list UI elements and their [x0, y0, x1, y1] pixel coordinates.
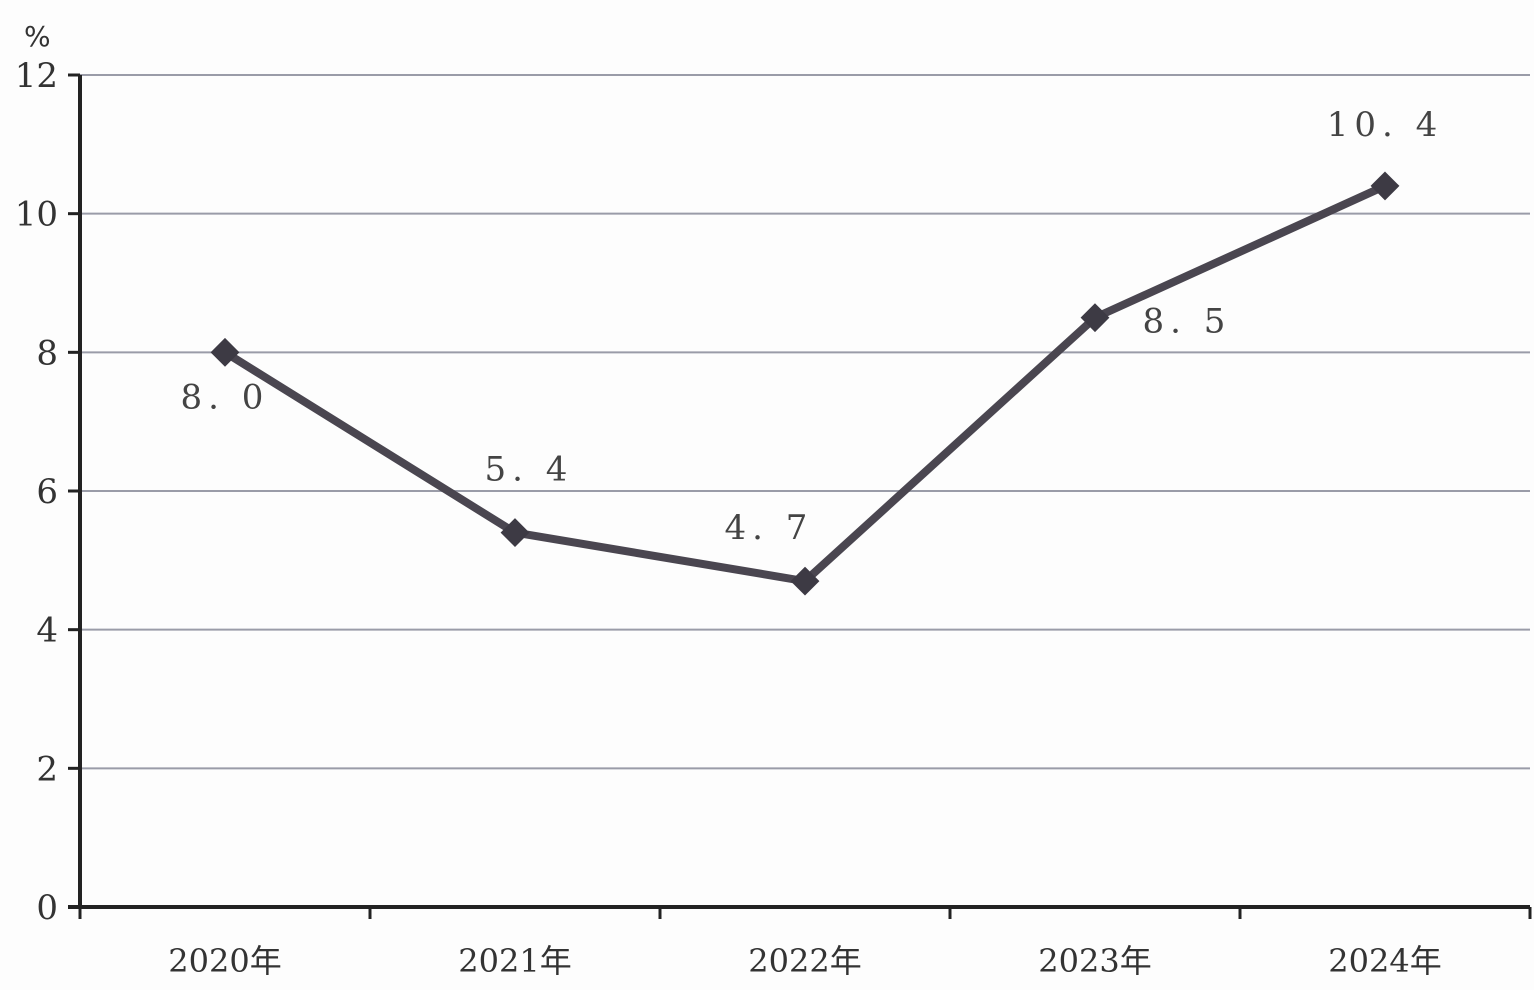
- x-tick-label: 2024年: [1328, 942, 1441, 980]
- y-tick-label: 0: [36, 888, 58, 928]
- y-tick-label: 8: [36, 333, 58, 373]
- data-point-marker: [1370, 171, 1400, 201]
- data-series: [210, 171, 1400, 596]
- y-tick-label: 6: [36, 472, 58, 512]
- y-tick-label: 2: [36, 749, 58, 789]
- x-tick-label: 2021年: [458, 942, 571, 980]
- data-label: 8. 5: [1143, 302, 1232, 342]
- data-label: 10. 4: [1327, 105, 1444, 145]
- data-point-marker: [210, 337, 240, 367]
- y-axis-unit-label: %: [24, 20, 51, 53]
- data-label: 8. 0: [181, 377, 270, 417]
- x-tick-label: 2022年: [748, 942, 861, 980]
- axes: % 0 2 4 6 8 10 12 2020年 2021年 2022年 2023年 2024年: [15, 20, 1532, 980]
- data-label: 4. 7: [725, 508, 814, 548]
- data-label: 5. 4: [485, 450, 574, 490]
- grid-lines: [80, 74, 1530, 770]
- y-tick-label: 12: [15, 56, 58, 96]
- x-tick-label: 2020年: [168, 942, 281, 980]
- y-tick-label: 10: [15, 195, 58, 235]
- data-point-marker: [790, 566, 820, 596]
- data-point-marker: [1080, 303, 1110, 333]
- data-point-marker: [500, 518, 530, 548]
- x-tick-label: 2023年: [1038, 942, 1151, 980]
- data-labels: 8. 0 5. 4 4. 7 8. 5 10. 4: [181, 105, 1444, 548]
- y-tick-label: 4: [36, 611, 58, 651]
